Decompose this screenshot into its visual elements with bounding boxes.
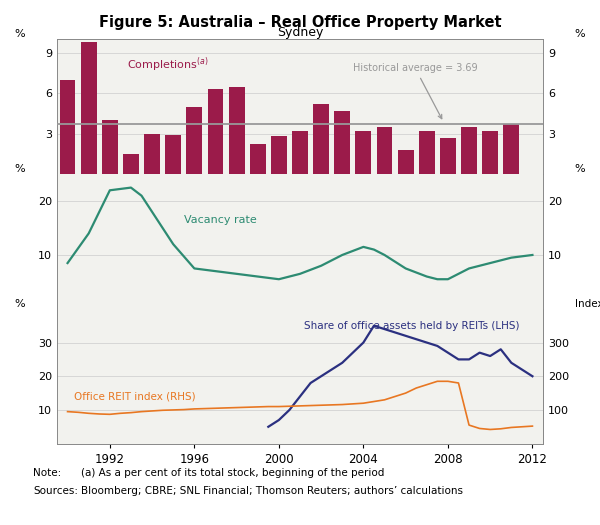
Text: Index: Index: [575, 299, 600, 309]
Text: Figure 5: Australia – Real Office Property Market: Figure 5: Australia – Real Office Proper…: [98, 15, 502, 30]
Text: %: %: [15, 29, 25, 39]
Text: %: %: [575, 29, 585, 39]
Bar: [355, 131, 371, 174]
Bar: [419, 131, 435, 174]
Text: Vacancy rate: Vacancy rate: [184, 215, 257, 225]
Text: %: %: [15, 164, 25, 174]
Bar: [440, 138, 456, 174]
Text: Note:: Note:: [33, 468, 61, 478]
Bar: [398, 150, 413, 174]
Bar: [271, 136, 287, 174]
Bar: [250, 144, 266, 174]
Text: (a) As a per cent of its total stock, beginning of the period: (a) As a per cent of its total stock, be…: [81, 468, 385, 478]
Text: Sydney: Sydney: [277, 26, 323, 39]
Bar: [81, 42, 97, 174]
Text: %: %: [15, 299, 25, 309]
Text: Sources:: Sources:: [33, 486, 78, 496]
Bar: [165, 135, 181, 174]
Text: Historical average = 3.69: Historical average = 3.69: [353, 63, 478, 119]
Bar: [503, 124, 519, 174]
Bar: [313, 104, 329, 174]
Text: Office REIT index (RHS): Office REIT index (RHS): [74, 392, 196, 402]
Bar: [461, 127, 477, 174]
Bar: [377, 127, 392, 174]
Text: Bloomberg; CBRE; SNL Financial; Thomson Reuters; authors’ calculations: Bloomberg; CBRE; SNL Financial; Thomson …: [81, 486, 463, 496]
Bar: [102, 120, 118, 174]
Bar: [144, 134, 160, 174]
Bar: [123, 154, 139, 174]
Bar: [292, 131, 308, 174]
Bar: [229, 87, 245, 174]
Bar: [334, 111, 350, 174]
Bar: [482, 131, 498, 174]
Text: Completions$^{(a)}$: Completions$^{(a)}$: [127, 56, 209, 74]
Text: Share of office assets held by REITs (LHS): Share of office assets held by REITs (LH…: [304, 321, 520, 331]
Text: %: %: [575, 164, 585, 174]
Bar: [59, 80, 76, 174]
Bar: [187, 107, 202, 174]
Bar: [208, 89, 223, 174]
